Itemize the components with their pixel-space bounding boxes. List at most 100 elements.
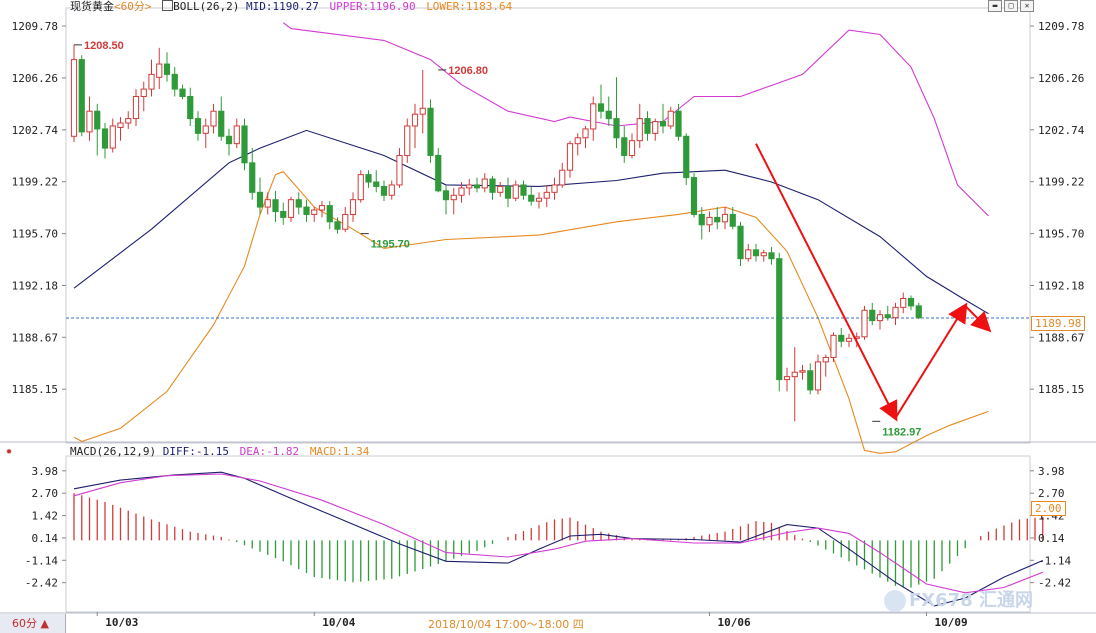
candle-body xyxy=(450,194,457,201)
candle-body xyxy=(427,107,434,156)
down-candle xyxy=(683,133,690,185)
up-candle xyxy=(396,148,403,188)
up-candle xyxy=(799,364,806,380)
price-tick-label-right: 1185.15 xyxy=(1038,383,1084,396)
down-candle xyxy=(194,111,202,141)
down-candle xyxy=(504,177,512,208)
candle-body xyxy=(675,110,682,137)
down-candle xyxy=(163,52,171,82)
boll-mid-line xyxy=(73,129,989,315)
candle-body xyxy=(597,103,605,112)
candle-body xyxy=(272,199,279,212)
macd-tick-label-right: 3.98 xyxy=(1038,465,1065,478)
down-candle xyxy=(303,199,310,222)
macd-value-box: 2.00 xyxy=(1031,501,1066,516)
candle-body xyxy=(822,356,829,363)
candle-body xyxy=(504,185,512,199)
main-plot-frame xyxy=(65,7,1031,444)
price-tick-label-left: 1209.78 xyxy=(12,20,58,33)
down-candle xyxy=(698,207,705,240)
down-candle xyxy=(334,217,341,234)
candle-body xyxy=(628,140,636,156)
cursor-time-label: 2018/10/04 17:00～18:00 四 xyxy=(428,618,584,631)
up-candle xyxy=(590,96,597,141)
up-candle xyxy=(287,196,295,222)
watermark-logo-icon xyxy=(884,590,906,612)
candle-body xyxy=(807,370,814,391)
close-icon[interactable]: ✕ xyxy=(1020,0,1034,12)
up-candle xyxy=(760,249,767,262)
down-candle xyxy=(675,103,682,141)
candle-body xyxy=(884,314,891,319)
price-tick-label-right: 1188.67 xyxy=(1038,331,1084,344)
candle-body xyxy=(481,178,488,189)
up-candle xyxy=(628,133,636,159)
macd-name: MACD(26,12,9) xyxy=(70,445,157,458)
up-candle xyxy=(148,59,155,97)
candle-body xyxy=(768,252,775,260)
candle-body xyxy=(411,113,419,127)
candle-body xyxy=(683,135,690,179)
up-candle xyxy=(861,305,868,340)
price-tick-label-left: 1185.15 xyxy=(12,383,58,396)
candle-body xyxy=(156,63,163,78)
up-candle xyxy=(404,118,411,163)
up-candle xyxy=(264,192,271,215)
macd-tick-label-left: -2.42 xyxy=(25,577,58,590)
candle-body xyxy=(721,213,729,223)
candle-body xyxy=(373,181,380,187)
macd-dea: DEA:-1.82 xyxy=(239,445,300,458)
down-candle xyxy=(272,190,279,222)
down-candle xyxy=(380,180,388,202)
candle-body xyxy=(528,194,535,202)
grid-lines xyxy=(0,7,1096,614)
candle-body xyxy=(698,213,705,226)
down-candle xyxy=(326,201,333,230)
period-button[interactable]: 60分 ▲ xyxy=(0,614,66,633)
up-candle xyxy=(419,69,426,134)
candle-body xyxy=(442,190,450,201)
up-candle xyxy=(388,180,395,200)
down-candle xyxy=(884,305,891,321)
candle-body xyxy=(233,125,240,145)
up-candle xyxy=(466,179,473,196)
candle-body xyxy=(559,169,566,186)
candle-body xyxy=(590,103,597,130)
up-candle xyxy=(783,367,791,392)
candle-body xyxy=(171,73,178,90)
candle-body xyxy=(706,216,713,226)
down-candle xyxy=(776,252,783,392)
boll-upper: UPPER:1196.90 xyxy=(329,0,416,13)
up-candle xyxy=(458,182,465,203)
down-candle xyxy=(94,103,101,156)
candle-body xyxy=(163,63,171,75)
macd-tick-label-right: 2.70 xyxy=(1038,487,1065,500)
down-candle xyxy=(218,96,225,141)
candle-body xyxy=(396,154,403,186)
macd-diff: DIFF:-1.15 xyxy=(162,445,229,458)
main-header: 现货黄金<60分> BOLL(26,2) MID:1190.27 UPPER:1… xyxy=(70,0,512,14)
down-candle xyxy=(435,148,442,193)
candle-body xyxy=(125,118,132,124)
candle-body xyxy=(458,187,465,196)
candle-body xyxy=(241,125,248,164)
up-candle xyxy=(210,103,217,134)
candle-body xyxy=(225,135,233,145)
down-candle xyxy=(737,221,744,267)
macd-value: MACD:1.34 xyxy=(309,445,370,458)
down-candle xyxy=(427,99,434,163)
candle-body xyxy=(380,185,388,196)
up-candle xyxy=(125,111,132,129)
watermark: FX678 汇通网 xyxy=(884,586,1033,612)
price-tick-label-right: 1206.26 xyxy=(1038,72,1084,85)
candle-body xyxy=(737,225,744,260)
minimize-icon[interactable]: ▬ xyxy=(988,0,1002,12)
down-candle xyxy=(365,170,372,188)
settings-icon[interactable]: ✹ xyxy=(6,446,13,457)
macd-tick-label-left: 2.70 xyxy=(32,487,59,500)
down-candle xyxy=(768,246,775,265)
candle-body xyxy=(799,370,806,373)
axis-labels: 1209.78 1209.78 1206.26 1206.26 1202.74 1202.… xyxy=(12,20,1085,629)
maximize-icon[interactable]: □ xyxy=(1004,0,1018,12)
